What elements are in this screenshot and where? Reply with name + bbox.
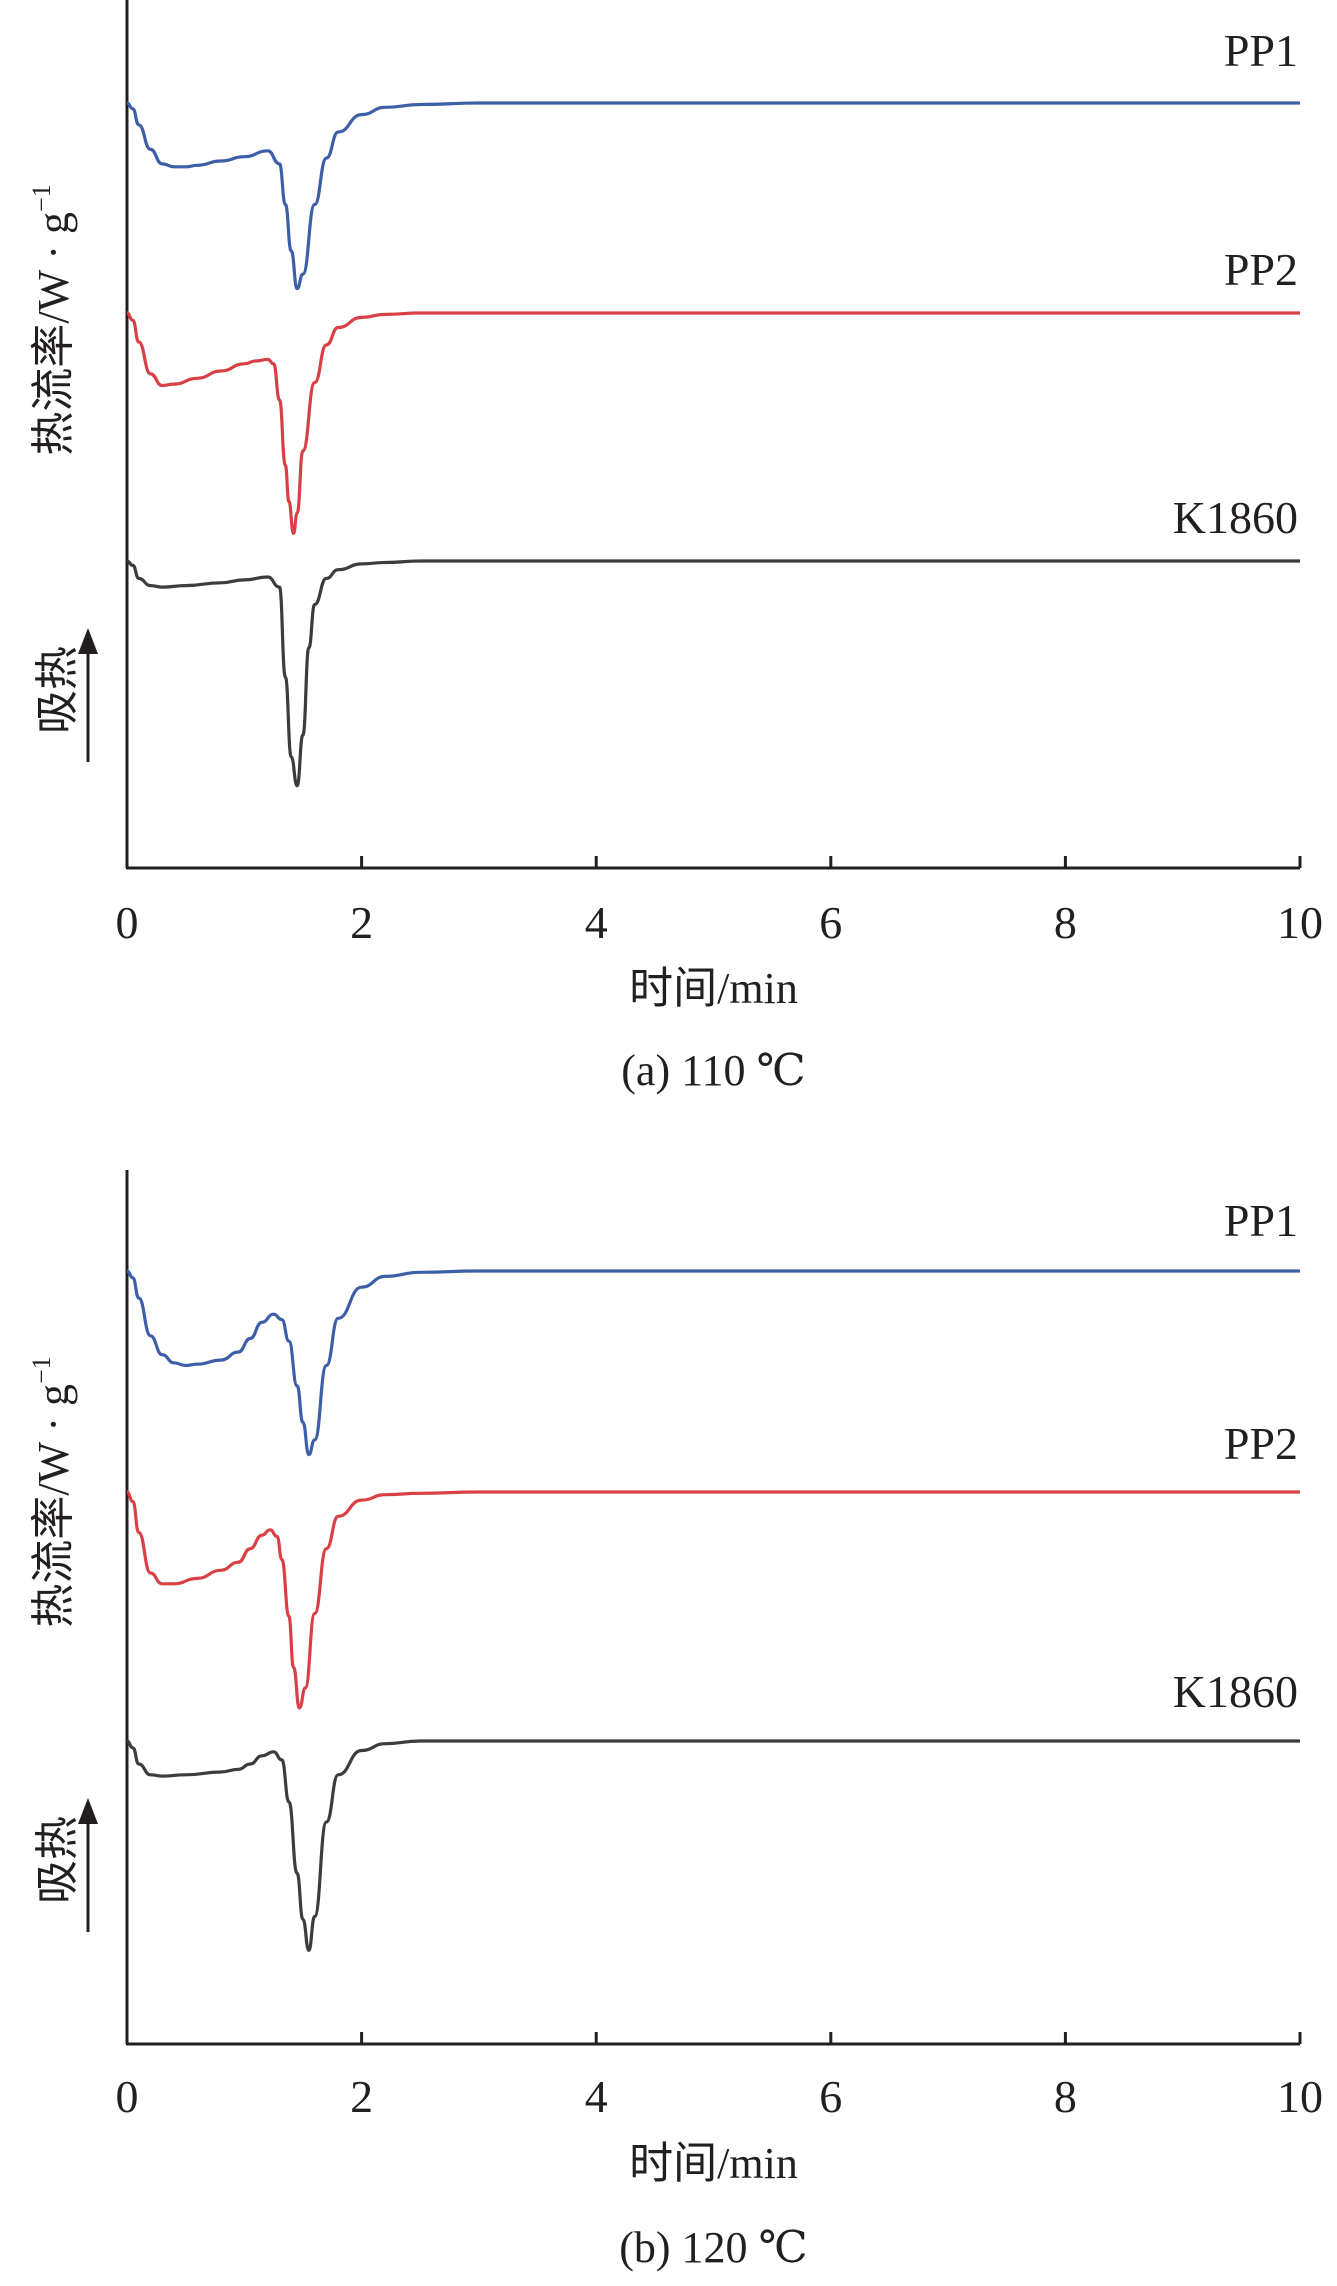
y-axis-label: 热流率/W · g−1	[27, 184, 78, 455]
panel-caption: (b) 120 ℃	[619, 2223, 808, 2272]
x-tick-label: 10	[1277, 897, 1323, 948]
x-tick-label: 4	[585, 2071, 608, 2122]
series-label-k1860: K1860	[1173, 492, 1298, 543]
x-axis-label: 时间/min	[629, 964, 798, 1013]
series-line-pp1	[126, 101, 1300, 291]
x-tick-label: 8	[1054, 2071, 1077, 2122]
series-label-pp1: PP1	[1224, 25, 1298, 76]
series-label-k1860: K1860	[1173, 1666, 1298, 1717]
series-label-pp2: PP2	[1224, 244, 1298, 295]
x-tick-label: 10	[1277, 2071, 1323, 2122]
x-tick-label: 4	[585, 897, 608, 948]
x-tick-label: 2	[350, 897, 373, 948]
endotherm-label: 吸热	[33, 1816, 82, 1904]
series-label-pp1: PP1	[1224, 1195, 1298, 1246]
x-tick-label: 6	[819, 897, 842, 948]
x-axis-label: 时间/min	[629, 2139, 798, 2188]
x-tick-label: 8	[1054, 897, 1077, 948]
series-line-pp2	[126, 1490, 1300, 1710]
arrow-up-icon	[78, 628, 98, 654]
y-axis-label: 热流率/W · g−1	[27, 1356, 78, 1627]
x-tick-label: 0	[116, 2071, 139, 2122]
x-tick-label: 2	[350, 2071, 373, 2122]
x-tick-label: 0	[116, 897, 139, 948]
series-line-pp2	[126, 311, 1300, 535]
series-label-pp2: PP2	[1224, 1418, 1298, 1469]
series-line-pp1	[126, 1269, 1300, 1457]
panel-caption: (a) 110 ℃	[621, 1046, 805, 1095]
x-tick-label: 6	[819, 2071, 842, 2122]
endotherm-label: 吸热	[33, 646, 82, 734]
arrow-up-icon	[78, 1798, 98, 1824]
series-line-k1860	[126, 1739, 1300, 1952]
series-line-k1860	[126, 559, 1300, 788]
